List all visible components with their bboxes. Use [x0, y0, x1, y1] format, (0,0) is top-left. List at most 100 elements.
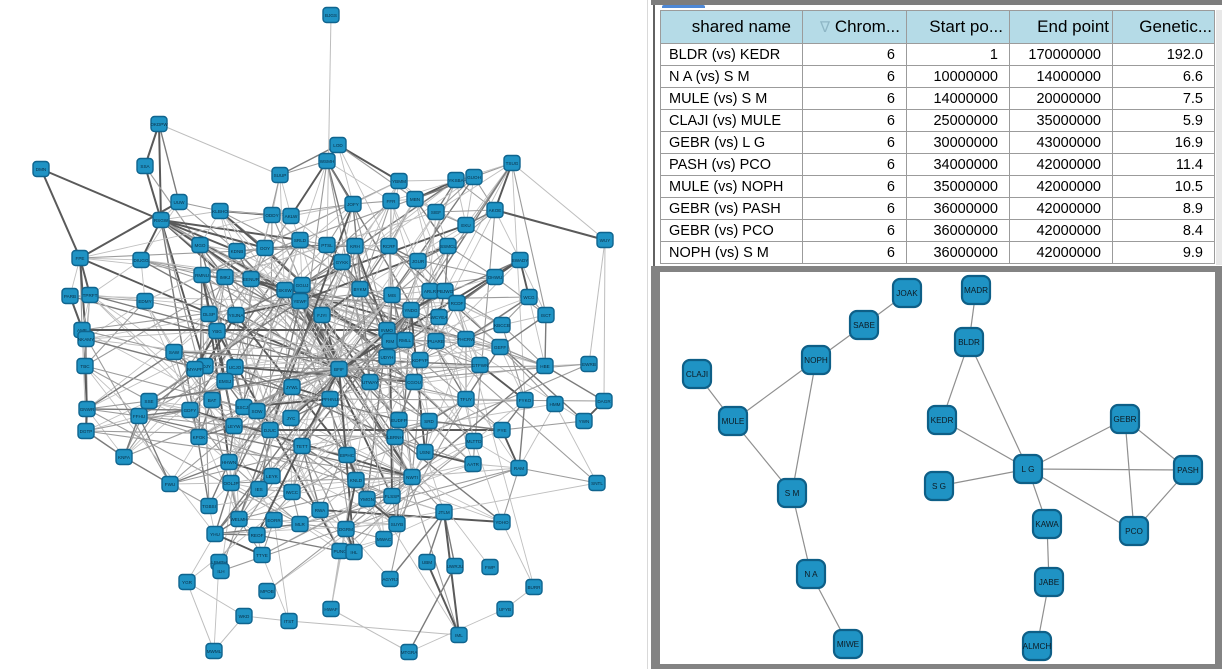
svg-text:GGUJ: GGUJ [296, 283, 309, 288]
svg-text:KAWA: KAWA [1035, 520, 1059, 529]
svg-text:KDNB: KDNB [231, 249, 244, 254]
svg-text:RIM: RIM [386, 339, 395, 344]
svg-text:KLBHO: KLBHO [212, 209, 228, 214]
svg-text:TBC: TBC [80, 364, 90, 369]
svg-text:L G: L G [1022, 465, 1035, 474]
svg-text:PUARE: PUARE [428, 339, 444, 344]
svg-text:EDMY: EDMY [138, 299, 151, 304]
svg-text:TGBSI: TGBSI [202, 504, 216, 509]
svg-text:JYC: JYC [287, 416, 296, 421]
svg-text:BJGS: BJGS [325, 13, 337, 18]
svg-text:INMO: INMO [381, 328, 393, 333]
svg-text:KPOK: KPOK [193, 435, 207, 440]
svg-text:JABE: JABE [1039, 578, 1060, 587]
svg-text:S M: S M [785, 489, 800, 498]
svg-text:OOY: OOY [260, 246, 270, 251]
svg-text:TPRFT: TPRFT [83, 293, 98, 298]
svg-text:TSUG: TSUG [506, 161, 519, 166]
svg-text:ILH: ILH [217, 569, 224, 574]
svg-text:KNFA: KNFA [118, 455, 131, 460]
svg-text:EUDFP: EUDFP [391, 418, 407, 423]
svg-text:SSE: SSE [144, 399, 153, 404]
svg-text:LEYW: LEYW [227, 424, 241, 429]
svg-text:FPE: FPE [76, 256, 85, 261]
svg-text:RAM: RAM [514, 466, 524, 471]
svg-text:JOFY: JOFY [347, 202, 359, 207]
svg-text:FLSSP: FLSSP [385, 494, 400, 499]
svg-text:LBRNH: LBRNH [387, 435, 403, 440]
svg-text:UUW: UUW [174, 200, 186, 205]
svg-text:SOW: SOW [252, 409, 264, 414]
svg-text:SSMCL: SSMCL [440, 244, 456, 249]
svg-text:IHL: IHL [350, 550, 358, 555]
svg-text:DIUGG: DIUGG [133, 258, 148, 263]
svg-text:HHWN: HHWN [222, 460, 236, 465]
svg-text:KBCCB: KBCCB [494, 323, 510, 328]
svg-text:SUYB: SUYB [391, 522, 404, 527]
svg-text:OOLJP: OOLJP [223, 481, 238, 486]
svg-text:YWN: YWN [579, 419, 590, 424]
svg-text:MLTTD: MLTTD [467, 439, 483, 444]
svg-text:IMKJ: IMKJ [220, 275, 230, 280]
svg-text:SRD: SRD [424, 419, 434, 424]
svg-text:LEYK: LEYK [266, 474, 279, 479]
svg-text:YKSBA: YKSBA [448, 178, 464, 183]
svg-text:PFHNU: PFHNU [322, 397, 338, 402]
svg-text:UFYB: UFYB [499, 607, 511, 612]
svg-text:WUY: WUY [600, 238, 611, 243]
svg-text:EWRB: EWRB [582, 362, 596, 367]
svg-text:EORR: EORR [267, 518, 281, 523]
svg-text:IWCC: IWCC [286, 490, 299, 495]
svg-text:UBM: UBM [422, 560, 432, 565]
svg-text:UWRJU: UWRJU [447, 564, 464, 569]
svg-text:PTSL: PTSL [321, 243, 333, 248]
svg-text:SABE: SABE [853, 321, 875, 330]
svg-text:IES: IES [255, 487, 262, 492]
svg-text:SWADY: SWADY [512, 258, 529, 263]
svg-text:RMLL: RMLL [399, 338, 412, 343]
svg-text:SUUP: SUUP [274, 173, 287, 178]
svg-text:UCJO: UCJO [229, 365, 242, 370]
svg-text:MULE: MULE [722, 417, 745, 426]
svg-text:RWA: RWA [315, 508, 326, 513]
svg-text:AKOE: AKOE [489, 208, 502, 213]
svg-text:TTYE: TTYE [256, 553, 268, 558]
svg-text:USNI: USNI [420, 450, 431, 455]
svg-text:YSJNA: YSJNA [229, 313, 245, 318]
svg-text:PUNC: PUNC [333, 549, 347, 554]
svg-text:GNWR: GNWR [80, 407, 95, 412]
svg-text:GUOH: GUOH [467, 175, 481, 180]
svg-text:DLSP: DLSP [203, 312, 215, 317]
svg-text:YGR: YGR [182, 580, 193, 585]
svg-text:AATR: AATR [467, 462, 480, 467]
svg-text:MPOB: MPOB [260, 589, 274, 594]
svg-text:RMNU: RMNU [195, 273, 209, 278]
svg-text:SKSW: SKSW [278, 288, 292, 293]
svg-text:FWU: FWU [165, 482, 175, 487]
svg-text:ISCT: ISCT [541, 313, 552, 318]
svg-text:N A: N A [804, 570, 818, 579]
svg-text:FJYI: FJYI [317, 313, 326, 318]
svg-text:TFUY: TFUY [460, 397, 472, 402]
svg-text:HBE: HBE [540, 364, 549, 369]
svg-text:NOPH: NOPH [804, 356, 828, 365]
svg-text:KDPYP: KDPYP [412, 358, 428, 363]
svg-text:YDHO: YDHO [495, 520, 509, 525]
svg-text:OKDPW: OKDPW [150, 122, 168, 127]
svg-text:MIWE: MIWE [837, 640, 860, 649]
svg-text:KNLD: KNLD [350, 478, 363, 483]
svg-text:EIPHC: EIPHC [340, 453, 355, 458]
svg-text:DGTP: DGTP [80, 429, 93, 434]
svg-text:HWAF: HWAF [324, 607, 338, 612]
svg-text:JOAK: JOAK [896, 289, 918, 298]
svg-text:FYKO: FYKO [519, 398, 532, 403]
svg-text:SAW: SAW [169, 350, 180, 355]
svg-text:MLR: MLR [295, 522, 305, 527]
svg-text:YBMM: YBMM [392, 179, 406, 184]
svg-text:RDJY: RDJY [199, 364, 211, 369]
svg-text:YNDG: YNDG [404, 308, 418, 313]
svg-text:REOF: REOF [251, 533, 264, 538]
svg-text:AGYRJ: AGYRJ [382, 577, 397, 582]
svg-text:MGO: MGO [195, 243, 206, 248]
svg-text:MADR: MADR [964, 286, 988, 295]
